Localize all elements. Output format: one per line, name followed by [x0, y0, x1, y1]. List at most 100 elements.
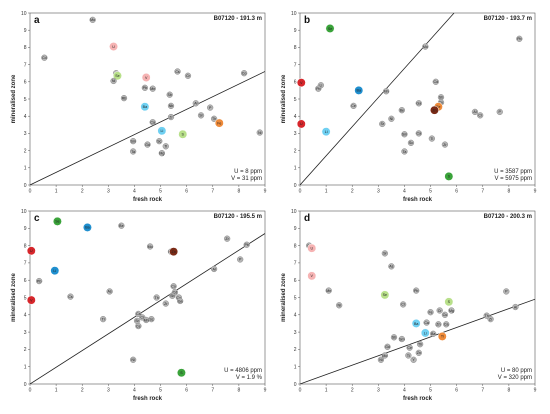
point-label: Mn	[150, 87, 155, 91]
data-point	[26, 246, 36, 256]
x-tick-label: 0	[299, 388, 302, 394]
isocon-line	[300, 298, 535, 384]
point-label: Pb	[143, 86, 147, 90]
data-point	[496, 108, 503, 116]
x-tick-label: 7	[481, 388, 484, 394]
data-point	[184, 72, 192, 79]
y-tick-label: 1	[24, 166, 27, 172]
point-label: Mg	[449, 309, 454, 313]
concentration-note: U = 4806 ppm	[224, 368, 262, 374]
data-point	[52, 216, 62, 226]
data-point	[307, 271, 317, 281]
x-tick-label: 1	[55, 189, 58, 195]
panel-c: 0 1 2 3 4 5 6 7 8 9 0 1 2 3 4 5 6 7 8 9 10 fresh rock minerali…	[11, 209, 267, 402]
point-label: Fe	[217, 121, 221, 125]
y-tick-label: 8	[24, 45, 27, 51]
data-point	[380, 290, 390, 300]
data-point	[35, 277, 43, 285]
data-point	[350, 102, 357, 110]
y-tick-label: 4	[24, 114, 27, 120]
data-point	[99, 315, 107, 323]
point-label: Al	[473, 110, 476, 114]
concentration-note: U = 3587 ppm	[494, 169, 532, 175]
data-point	[113, 71, 122, 81]
point-label: Sb	[170, 294, 174, 298]
data-point	[158, 150, 166, 157]
y-tick-label: 3	[24, 330, 27, 336]
point-label: Ni	[131, 358, 135, 362]
point-label: P	[505, 290, 508, 294]
point-label: Th	[155, 296, 159, 300]
point-label: Th	[418, 343, 422, 347]
data-point	[240, 70, 248, 77]
x-tick-label: 2	[81, 189, 84, 195]
point-label: Cr	[478, 114, 483, 118]
y-tick-label: 5	[294, 295, 297, 301]
x-axis-label: fresh rock	[403, 396, 433, 402]
concentration-note: V = 5975 ppm	[494, 176, 532, 182]
point-label: Sc	[409, 141, 413, 145]
x-tick-label: 9	[534, 189, 537, 195]
data-point	[415, 349, 422, 357]
point-label: Zn	[172, 250, 176, 254]
data-point	[423, 319, 430, 326]
point-label: Ba	[143, 105, 147, 109]
y-tick-label: 0	[24, 183, 27, 189]
point-label: Mo	[423, 45, 428, 49]
x-tick-label: 7	[211, 388, 214, 394]
x-tick-label: 6	[185, 189, 188, 195]
data-point	[167, 102, 175, 110]
y-tick-label: 3	[294, 330, 297, 336]
point-label: Zr	[489, 317, 493, 321]
data-point	[448, 307, 455, 314]
point-label: Ba	[85, 226, 89, 230]
point-label: Zr	[225, 237, 229, 241]
point-label: Mg	[159, 151, 164, 155]
data-point	[156, 137, 163, 145]
point-label: Sm	[402, 133, 407, 137]
data-point	[315, 85, 322, 92]
x-tick-label: 7	[211, 189, 214, 195]
data-point	[135, 310, 142, 318]
panel-title: B07120 - 191.3 m	[214, 16, 262, 22]
data-point	[415, 100, 422, 107]
y-tick-label: 1	[24, 365, 27, 371]
data-point	[487, 315, 494, 323]
point-label: Ti	[441, 335, 444, 339]
data-point	[166, 91, 173, 98]
point-label: S	[448, 175, 451, 179]
x-tick-label: 2	[351, 388, 354, 394]
x-tick-label: 3	[377, 189, 380, 195]
data-point	[441, 141, 449, 148]
data-point	[321, 127, 331, 137]
data-point	[388, 263, 395, 270]
y-tick-label: 0	[294, 183, 297, 189]
point-label: Cu	[439, 101, 444, 105]
data-point	[148, 315, 155, 323]
y-tick-label: 10	[21, 209, 27, 215]
data-point	[207, 104, 214, 111]
point-label: Li	[325, 130, 328, 134]
y-tick-label: 7	[24, 62, 27, 68]
data-point	[399, 301, 407, 308]
concentration-note: V = 320 ppm	[498, 375, 532, 381]
point-label: Gd	[145, 143, 150, 147]
x-tick-label: 9	[534, 388, 537, 394]
x-tick-label: 4	[133, 189, 136, 195]
x-tick-label: 6	[455, 189, 458, 195]
panel-letter: c	[34, 213, 40, 224]
concentration-note: U = 80 ppm	[501, 368, 532, 374]
point-label: Cd	[433, 80, 438, 84]
data-point	[129, 148, 137, 155]
point-label: Sc	[157, 139, 161, 143]
y-tick-label: 4	[294, 114, 297, 120]
data-point	[336, 302, 343, 309]
data-point	[169, 247, 179, 257]
y-axis-label: mineralised zone	[281, 74, 287, 123]
data-point	[157, 126, 167, 136]
y-tick-label: 5	[24, 295, 27, 301]
point-label: Pb	[245, 243, 249, 247]
point-label: Be	[400, 108, 404, 112]
y-tick-label: 7	[294, 62, 297, 68]
